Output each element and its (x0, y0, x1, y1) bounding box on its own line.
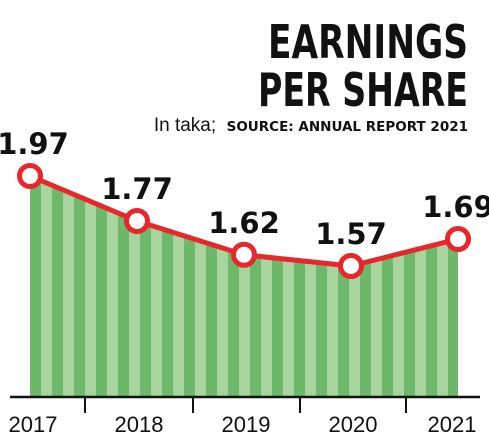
chart-title-line-2: PER SHARE (258, 63, 468, 117)
area-stripe (140, 219, 151, 397)
data-label: 1.77 (101, 172, 173, 206)
area-stripe (30, 176, 41, 397)
data-point-marker (124, 208, 150, 234)
area-stripe (52, 183, 63, 397)
area-stripe (448, 237, 458, 397)
area-stripe (118, 211, 129, 397)
x-axis (10, 395, 480, 413)
area-stripe (382, 253, 393, 397)
data-labels: 1.97 1.77 1.62 1.57 1.69 (0, 127, 489, 251)
data-point-marker (17, 163, 43, 189)
x-tick-labels: 2017 2018 2019 2020 2021 (9, 412, 477, 437)
area-stripes (30, 176, 458, 397)
data-label: 1.69 (422, 190, 489, 224)
area-stripe (294, 258, 305, 397)
area-stripe (184, 233, 195, 397)
area-stripe (272, 255, 283, 397)
chart-subtitle: In taka; SOURCE: ANNUAL REPORT 2021 (154, 115, 468, 136)
data-point-marker (338, 253, 364, 279)
area-stripe (228, 247, 239, 397)
subtitle-source: SOURCE: ANNUAL REPORT 2021 (227, 119, 468, 135)
area-stripe (338, 262, 349, 397)
x-tick-label: 2020 (329, 412, 378, 437)
data-label: 1.57 (315, 217, 387, 251)
x-tick-label: 2018 (115, 412, 164, 437)
x-tick-label: 2019 (222, 412, 271, 437)
area-stripe (360, 258, 371, 397)
area-stripe (316, 260, 327, 397)
data-point-marker (445, 226, 471, 252)
series-markers (17, 163, 471, 279)
area-stripe (96, 201, 107, 397)
area-stripe (404, 247, 415, 397)
chart-title-line-1: EARNINGS (268, 15, 468, 69)
area-stripe (162, 226, 173, 397)
data-label: 1.97 (0, 127, 69, 161)
subtitle-unit: In taka; (154, 115, 216, 136)
data-point-marker (231, 241, 257, 268)
area-stripe (74, 192, 85, 397)
area-stripe (250, 253, 261, 397)
area-stripe (206, 240, 217, 397)
x-tick-label: 2021 (428, 412, 477, 437)
data-label: 1.62 (208, 206, 280, 240)
area-stripe (426, 242, 437, 397)
x-tick-label: 2017 (9, 412, 58, 437)
